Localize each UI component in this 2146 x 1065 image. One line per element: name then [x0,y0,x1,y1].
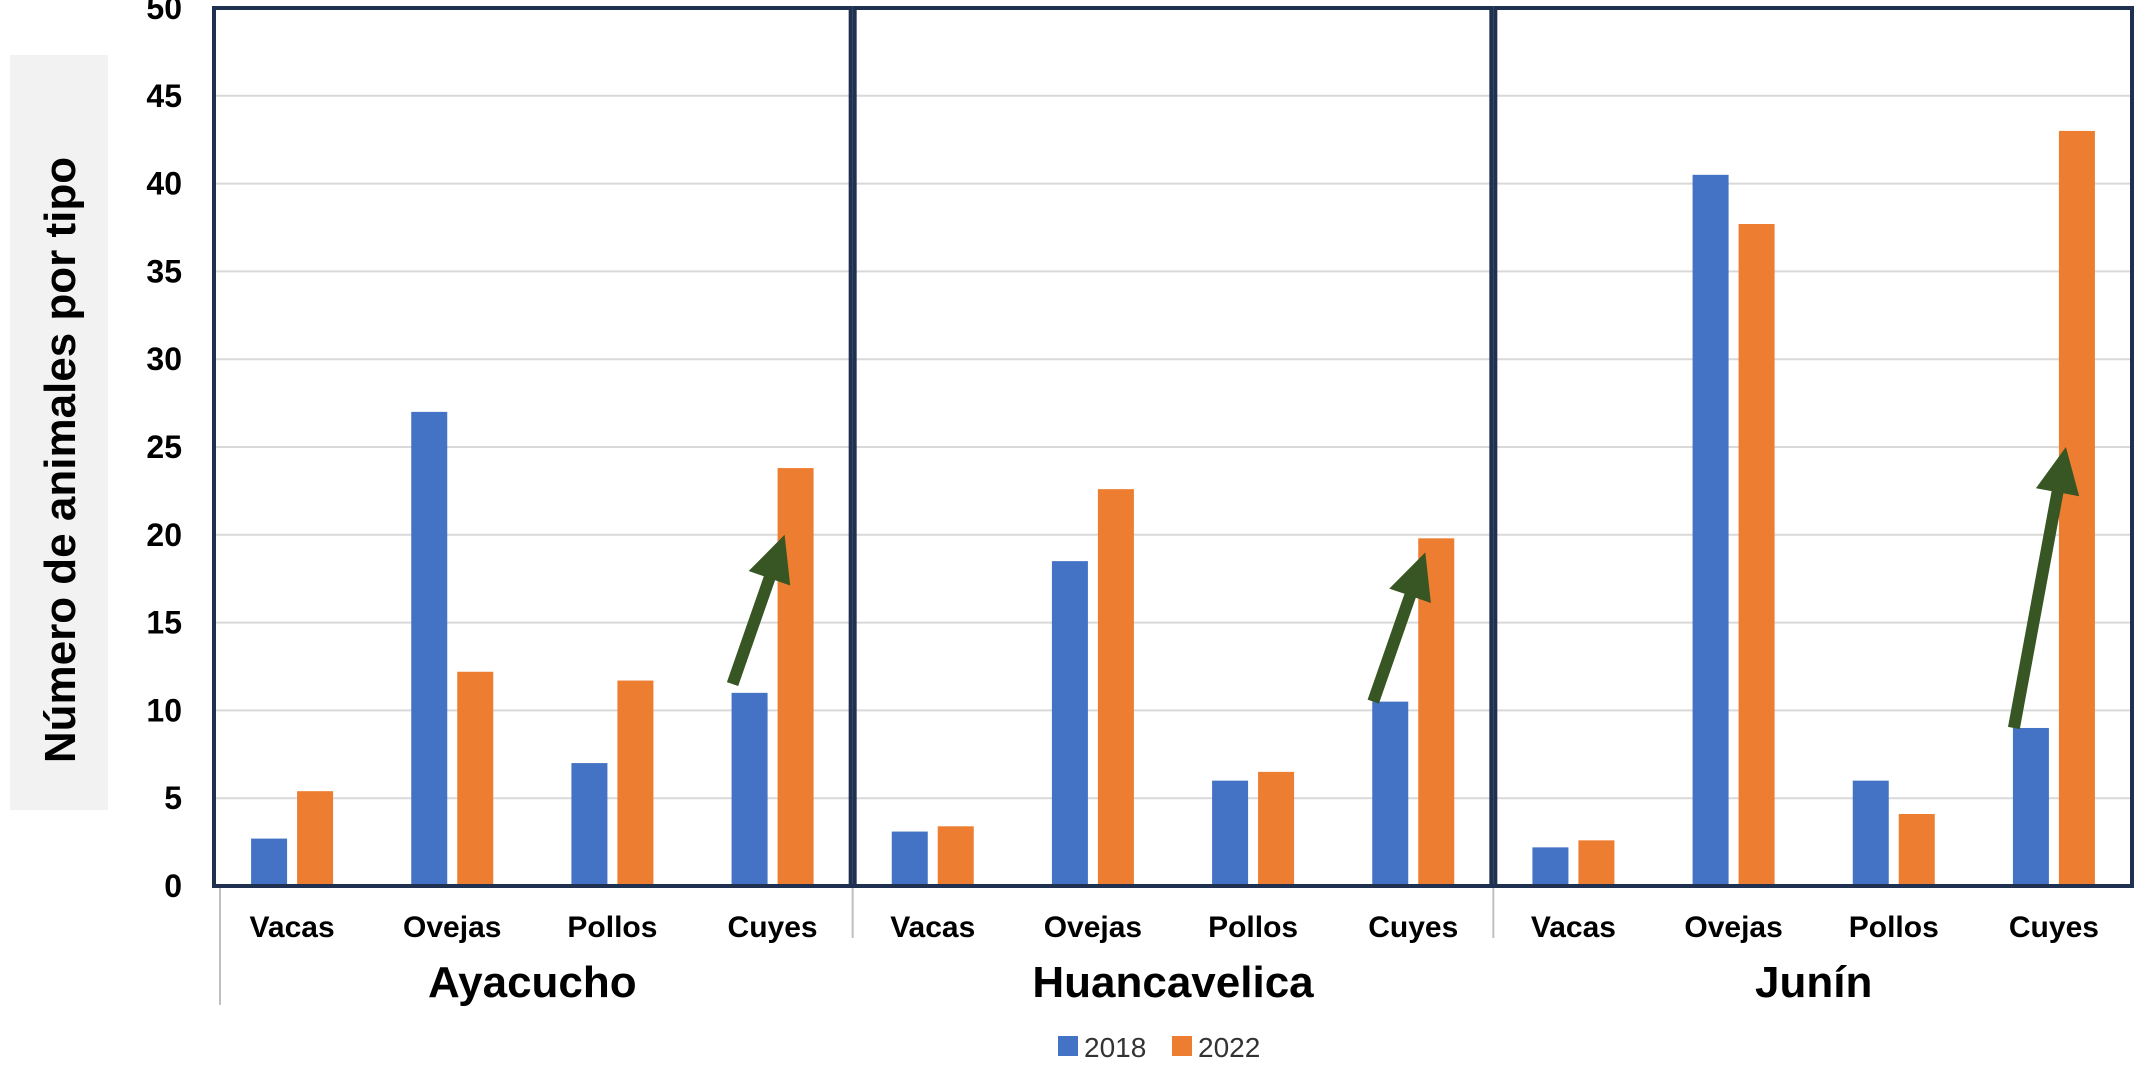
bar-ayacucho-vacas-2022 [297,791,334,886]
y-tick-label: 40 [146,166,182,202]
trend-arrows [726,447,2080,730]
y-tick-label: 5 [164,780,182,816]
bar-huancavelica-vacas-2022 [937,826,974,886]
trend-arrow-junin [2008,447,2080,730]
category-label: Ovejas [1044,911,1142,944]
category-label: Vacas [890,911,975,944]
bar-huancavelica-ovejas-2022 [1097,489,1134,886]
trend-arrow-ayacucho [726,534,791,686]
y-tick-labels: 0 5 10 15 20 25 30 35 40 45 50 [146,0,182,904]
bar-ayacucho-pollos-2022 [617,680,654,886]
bar-ayacucho-cuyes-2018 [731,692,768,886]
y-tick-label: 50 [146,0,182,26]
y-tick-label: 20 [146,517,182,553]
category-label: Vacas [1531,911,1616,944]
trend-arrow-huancavelica [1367,552,1431,704]
bar-ayacucho-ovejas-2022 [457,671,494,886]
bar-huancavelica-pollos-2022 [1258,771,1295,886]
bar-ayacucho-vacas-2018 [251,838,288,886]
category-label: Cuyes [2009,911,2099,944]
bar-junin-ovejas-2018 [1692,174,1729,886]
y-tick-label: 45 [146,78,182,114]
y-tick-label: 0 [164,868,182,904]
category-label: Pollos [1208,911,1298,944]
category-label: Vacas [250,911,335,944]
bars [251,130,2095,887]
y-tick-label: 35 [146,253,182,289]
legend-label: 2018 [1084,1032,1146,1063]
y-tick-label: 15 [146,605,182,641]
bar-huancavelica-pollos-2018 [1212,780,1249,886]
ylabel-background [10,55,108,810]
bar-junin-cuyes-2022 [2058,130,2095,887]
legend-swatch-2022 [1172,1036,1192,1056]
y-tick-label: 30 [146,341,182,377]
gridlines [212,7,2134,800]
category-label: Cuyes [1368,911,1458,944]
category-label: Pollos [1849,911,1939,944]
x-axis-labels: Vacas Ovejas Pollos Cuyes Ayacucho Vacas Oveja… [219,888,2099,1007]
bar-huancavelica-ovejas-2018 [1051,561,1088,886]
group-label: Huancavelica [1032,958,1314,1007]
y-tick-label: 10 [146,692,182,728]
bar-junin-pollos-2022 [1898,814,1935,886]
legend-label: 2022 [1198,1032,1260,1063]
bar-junin-vacas-2022 [1578,840,1615,886]
category-label: Pollos [567,911,657,944]
bar-junin-cuyes-2018 [2012,727,2049,886]
bar-ayacucho-ovejas-2018 [411,411,448,886]
legend-swatch-2018 [1058,1036,1078,1056]
group-label: Ayacucho [428,958,637,1007]
group-label: Junín [1755,958,1872,1007]
category-label: Ovejas [1684,911,1782,944]
category-label: Cuyes [728,911,818,944]
bar-ayacucho-cuyes-2022 [777,468,814,886]
group-panels [212,6,2135,888]
bar-junin-pollos-2018 [1852,780,1889,886]
bar-ayacucho-pollos-2018 [571,763,608,886]
y-tick-label: 25 [146,429,182,465]
bar-junin-vacas-2018 [1532,847,1569,886]
legend: 2018 2022 [1058,1032,1260,1063]
y-axis-label: Número de animales por tipo [36,157,85,763]
bar-huancavelica-vacas-2018 [891,831,928,886]
bar-junin-ovejas-2022 [1738,223,1775,886]
bar-huancavelica-cuyes-2018 [1372,701,1409,886]
category-label: Ovejas [403,911,501,944]
